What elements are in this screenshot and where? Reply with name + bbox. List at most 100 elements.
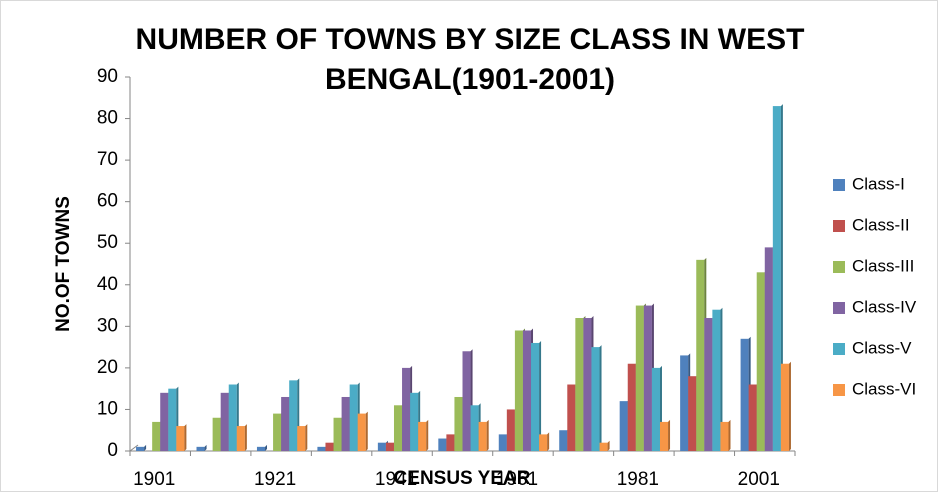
bar	[764, 247, 773, 451]
bar	[575, 318, 584, 451]
bar	[559, 430, 568, 451]
bar	[704, 318, 713, 451]
y-tick-label: 80	[97, 108, 118, 129]
bar	[688, 376, 697, 451]
y-tick-label: 50	[97, 232, 118, 253]
bar	[740, 338, 749, 451]
legend-swatch	[833, 384, 845, 396]
bar-side	[728, 419, 731, 451]
bar-side	[788, 361, 791, 451]
bar-side	[305, 424, 308, 451]
legend-label: Class-VI	[852, 379, 916, 398]
legend-swatch	[833, 261, 845, 273]
bar	[273, 413, 282, 451]
bar	[377, 442, 386, 451]
bar	[325, 442, 334, 451]
bar	[196, 446, 205, 451]
bar-side	[244, 424, 247, 451]
bar	[317, 446, 326, 451]
bar	[780, 363, 789, 451]
y-axis-label: NO.OF TOWNS	[53, 196, 74, 332]
legend-label: Class-I	[852, 174, 905, 193]
bar	[462, 351, 471, 451]
bar	[256, 446, 266, 451]
bar	[599, 442, 608, 451]
chart-title: NUMBER OF TOWNS BY SIZE CLASS IN WEST BE…	[135, 23, 805, 96]
bar	[712, 309, 721, 451]
legend-swatch	[833, 302, 845, 314]
bar-side	[668, 419, 671, 451]
bar	[297, 426, 306, 451]
bar	[772, 106, 781, 451]
bar	[341, 396, 350, 451]
x-tick-label: 1921	[254, 469, 296, 490]
bar	[478, 421, 487, 451]
bar	[220, 392, 229, 451]
bar	[212, 417, 221, 451]
bar-side	[365, 411, 368, 451]
bar	[522, 330, 532, 451]
legend-label: Class-III	[852, 256, 914, 275]
bar	[506, 409, 515, 451]
bar	[228, 384, 237, 451]
bar-side	[184, 424, 187, 451]
bar-side	[426, 419, 429, 451]
bar	[591, 347, 600, 451]
bar	[720, 421, 729, 451]
bar	[539, 434, 548, 451]
bar	[514, 330, 523, 451]
bar	[627, 363, 636, 451]
x-tick-label: 1901	[133, 469, 175, 490]
bar	[567, 384, 576, 451]
bar	[583, 318, 592, 451]
bar	[756, 272, 765, 451]
bar	[168, 388, 177, 451]
bar	[635, 305, 644, 451]
y-tick-label: 60	[97, 191, 118, 212]
bar-side	[486, 419, 489, 451]
legend-swatch	[833, 343, 845, 355]
bar	[385, 442, 394, 451]
bar	[357, 413, 366, 451]
y-tick-label: 20	[97, 357, 118, 378]
bar	[454, 396, 463, 451]
y-tick-label: 40	[97, 274, 118, 295]
bar	[393, 405, 403, 451]
legend-label: Class-IV	[852, 297, 917, 316]
y-tick-label: 0	[107, 440, 118, 461]
bar-side	[539, 340, 542, 451]
bar	[289, 380, 298, 451]
x-tick-label: 2001	[738, 469, 780, 490]
bar	[659, 421, 669, 451]
bar	[619, 401, 628, 451]
bar	[152, 421, 161, 451]
bar-side	[204, 444, 207, 451]
x-axis-label: CENSUS YEAR	[394, 468, 531, 489]
bar	[446, 434, 455, 451]
bar	[333, 417, 342, 451]
y-tick-label: 10	[97, 398, 118, 419]
bar	[410, 392, 419, 451]
bar-side	[144, 444, 147, 451]
bar	[438, 438, 447, 451]
x-tick-label: 1981	[617, 469, 659, 490]
bar	[748, 384, 757, 451]
bar-side	[607, 440, 610, 451]
x-tick-label: 1961	[496, 469, 538, 490]
bar-side	[547, 432, 550, 451]
bar	[651, 367, 660, 451]
bar-side	[599, 345, 602, 451]
legend-swatch	[833, 179, 845, 191]
y-tick-label: 90	[97, 66, 118, 87]
bar	[643, 305, 652, 451]
legend-label: Class-V	[852, 338, 912, 357]
y-tick-label: 30	[97, 315, 118, 336]
bar	[160, 392, 169, 451]
bar	[281, 396, 290, 451]
legend-swatch	[833, 220, 845, 232]
x-axis-depth	[129, 444, 139, 452]
x-tick-label: 1941	[375, 469, 417, 490]
bar	[418, 421, 427, 451]
